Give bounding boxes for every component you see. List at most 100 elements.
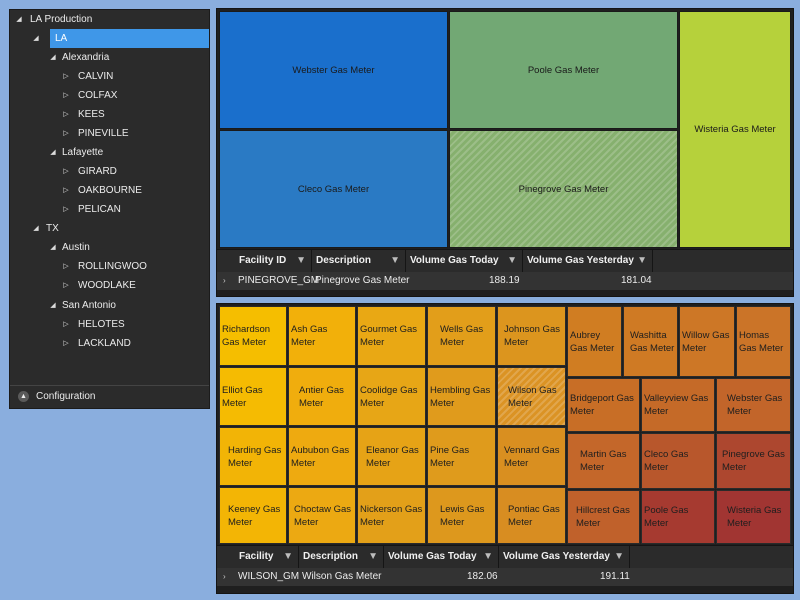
row-expand-icon[interactable]: › [223,276,226,285]
tree-node-san-antonio[interactable]: ◢ San Antonio [10,296,209,315]
tree-node-kees[interactable]: ▷ KEES [10,105,209,124]
treemap-tile-wisteria[interactable]: Wisteria Gas Meter [679,11,791,248]
filter-icon[interactable]: ▼ [614,551,624,562]
treemap-tile-pinegrove[interactable]: Pinegrove Gas Meter [716,433,791,489]
treemap-tile-aubrey[interactable]: Aubrey Gas Meter [567,306,622,377]
column-header-volume-today[interactable]: Volume Gas Today ▼ [406,250,523,272]
column-header-description[interactable]: Description ▼ [312,250,406,272]
table-row[interactable]: › PINEGROVE_GM Pinegrove Gas Meter 188.1… [217,272,793,290]
treemap-tile-bridgeport[interactable]: Bridgeport Gas Meter [567,378,640,432]
treemap-tile-elliot[interactable]: Elliot Gas Meter [219,367,287,426]
collapsed-arrow-icon[interactable]: ▷ [63,282,69,289]
configuration-bar[interactable]: ▲ Configuration [10,385,209,408]
column-header-description[interactable]: Description ▼ [299,546,384,568]
column-header-facility-id[interactable]: Facility ID ▼ [235,250,312,272]
treemap-tile-choctaw[interactable]: Choctaw Gas Meter [288,487,356,544]
expanded-arrow-icon[interactable]: ◢ [16,16,22,23]
treemap-tile-wilson-selected[interactable]: Wilson Gas Meter [497,367,566,426]
expand-up-icon[interactable]: ▲ [18,391,29,402]
collapsed-arrow-icon[interactable]: ▷ [63,73,69,80]
treemap-tile-washitta[interactable]: Washitta Gas Meter [623,306,678,377]
collapsed-arrow-icon[interactable]: ▷ [63,187,69,194]
filter-icon[interactable]: ▼ [483,551,493,562]
expanded-arrow-icon[interactable]: ◢ [50,302,56,309]
treemap-tile-coolidge[interactable]: Coolidge Gas Meter [357,367,426,426]
tree-node-helotes[interactable]: ▷ HELOTES [10,315,209,334]
treemap-tile-poole[interactable]: Poole Gas Meter [641,490,715,544]
treemap-tile-cleco[interactable]: Cleco Gas Meter [641,433,715,489]
collapsed-arrow-icon[interactable]: ▷ [63,340,69,347]
treemap-tile-eleanor[interactable]: Eleanor Gas Meter [357,427,426,486]
column-header-facility[interactable]: Facility ▼ [235,546,299,568]
filter-icon[interactable]: ▼ [390,255,400,266]
treemap-tile-harding[interactable]: Harding Gas Meter [219,427,287,486]
collapsed-arrow-icon[interactable]: ▷ [63,206,69,213]
filter-icon[interactable]: ▼ [507,255,517,266]
collapsed-arrow-icon[interactable]: ▷ [63,111,69,118]
treemap-tile-johnson[interactable]: Johnson Gas Meter [497,306,566,366]
treemap-tile-webster[interactable]: Webster Gas Meter [219,11,448,129]
collapsed-arrow-icon[interactable]: ▷ [63,130,69,137]
top-grid-header: Facility ID ▼ Description ▼ Volume Gas T… [217,249,793,273]
tree-node-colfax[interactable]: ▷ COLFAX [10,86,209,105]
tree-node-austin[interactable]: ◢ Austin [10,238,209,257]
treemap-tile-pinegrove-selected[interactable]: Pinegrove Gas Meter [449,130,678,248]
treemap-tile-lewis[interactable]: Lewis Gas Meter [427,487,496,544]
expanded-arrow-icon[interactable]: ◢ [50,244,56,251]
tree-node-woodlake[interactable]: ▷ WOODLAKE [10,276,209,295]
treemap-tile-pine[interactable]: Pine Gas Meter [427,427,496,486]
tree-node-la-production[interactable]: ◢ LA Production [10,10,209,29]
row-expand-icon[interactable]: › [223,572,226,581]
collapsed-arrow-icon[interactable]: ▷ [63,168,69,175]
expanded-arrow-icon[interactable]: ◢ [33,35,39,42]
tree-node-label: TX [46,223,59,234]
treemap-tile-wisteria[interactable]: Wisteria Gas Meter [716,490,791,544]
tree-node-oakbourne[interactable]: ▷ OAKBOURNE [10,181,209,200]
collapsed-arrow-icon[interactable]: ▷ [63,321,69,328]
treemap-tile-gourmet[interactable]: Gourmet Gas Meter [357,306,426,366]
collapsed-arrow-icon[interactable]: ▷ [63,92,69,99]
treemap-tile-webster[interactable]: Webster Gas Meter [716,378,791,432]
tree-node-calvin[interactable]: ▷ CALVIN [10,67,209,86]
treemap-tile-ash[interactable]: Ash Gas Meter [288,306,356,366]
tree-node-lackland[interactable]: ▷ LACKLAND [10,334,209,353]
tree-node-girard[interactable]: ▷ GIRARD [10,162,209,181]
treemap-tile-hembling[interactable]: Hembling Gas Meter [427,367,496,426]
collapsed-arrow-icon[interactable]: ▷ [63,263,69,270]
table-row[interactable]: › WILSON_GM Wilson Gas Meter 182.06 191.… [217,568,793,586]
treemap-tile-poole[interactable]: Poole Gas Meter [449,11,678,129]
tile-label: Poole Gas Meter [527,64,600,76]
column-header-volume-today[interactable]: Volume Gas Today ▼ [384,546,499,568]
tree-node-rollingwoo[interactable]: ▷ ROLLINGWOO [10,257,209,276]
tree-node-lafayette[interactable]: ◢ Lafayette [10,143,209,162]
treemap-tile-martin[interactable]: Martin Gas Meter [567,433,640,489]
filter-icon[interactable]: ▼ [637,255,647,266]
treemap-tile-wells[interactable]: Wells Gas Meter [427,306,496,366]
expanded-arrow-icon[interactable]: ◢ [50,54,56,61]
treemap-tile-valleyview[interactable]: Valleyview Gas Meter [641,378,715,432]
expanded-arrow-icon[interactable]: ◢ [33,225,39,232]
tree-node-pelican[interactable]: ▷ PELICAN [10,200,209,219]
column-header-volume-yesterday[interactable]: Volume Gas Yesterday ▼ [499,546,630,568]
filter-icon[interactable]: ▼ [368,551,378,562]
treemap-tile-vennard[interactable]: Vennard Gas Meter [497,427,566,486]
treemap-tile-pontiac[interactable]: Pontiac Gas Meter [497,487,566,544]
treemap-tile-cleco[interactable]: Cleco Gas Meter [219,130,448,248]
column-header-volume-yesterday[interactable]: Volume Gas Yesterday ▼ [523,250,653,272]
treemap-tile-nickerson[interactable]: Nickerson Gas Meter [357,487,426,544]
tree-node-alexandria[interactable]: ◢ Alexandria [10,48,209,67]
tree-node-pineville[interactable]: ▷ PINEVILLE [10,124,209,143]
tree-node-tx[interactable]: ◢ TX [10,219,209,238]
treemap-tile-keeney[interactable]: Keeney Gas Meter [219,487,287,544]
treemap-tile-homas[interactable]: Homas Gas Meter [736,306,791,377]
bottom-treemap-panel: Richardson Gas Meter Ash Gas Meter Gourm… [216,303,794,594]
treemap-tile-aububon[interactable]: Aububon Gas Meter [288,427,356,486]
treemap-tile-willow[interactable]: Willow Gas Meter [679,306,735,377]
tree-node-la[interactable]: LA [50,29,209,48]
treemap-tile-antier[interactable]: Antier Gas Meter [288,367,356,426]
filter-icon[interactable]: ▼ [283,551,293,562]
treemap-tile-hillcrest[interactable]: Hillcrest Gas Meter [567,490,640,544]
treemap-tile-richardson[interactable]: Richardson Gas Meter [219,306,287,366]
expanded-arrow-icon[interactable]: ◢ [50,149,56,156]
filter-icon[interactable]: ▼ [296,255,306,266]
